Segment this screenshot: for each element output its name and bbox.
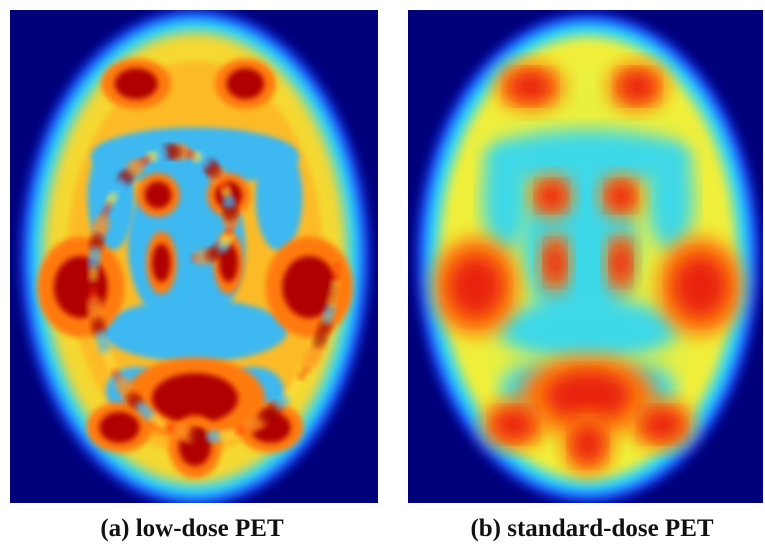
noise-speckle: [135, 401, 147, 413]
noise-speckle: [217, 430, 227, 440]
low-dose-image: [21, 10, 369, 506]
noise-speckle: [168, 145, 182, 159]
noise-speckle: [284, 389, 294, 399]
caption: (a) low-dose PET: [100, 515, 284, 542]
page: (a) low-dose PET (b) standard-dose PET (…: [0, 0, 765, 548]
low-uptake-region: [497, 298, 679, 360]
noise-speckle: [330, 280, 340, 290]
high-uptake-region: [572, 425, 604, 463]
high-uptake-region: [674, 256, 727, 317]
high-uptake-region: [612, 244, 630, 282]
noise-speckle: [225, 229, 233, 237]
noise-speckle: [188, 151, 196, 159]
high-uptake-region: [642, 409, 682, 439]
low-uptake-region: [482, 146, 528, 251]
noise-speckle: [301, 355, 317, 371]
noise-speckle: [312, 335, 326, 349]
low-uptake-region: [103, 299, 288, 362]
noise-speckle: [91, 316, 105, 330]
noise-speckle: [241, 418, 257, 434]
noise-speckle: [321, 312, 333, 324]
noise-speckle: [91, 233, 105, 247]
high-uptake-region: [619, 71, 656, 101]
noise-speckle: [171, 423, 187, 439]
high-uptake-region: [115, 68, 158, 99]
noise-speckle: [223, 208, 237, 222]
noise-speckle: [143, 156, 151, 164]
noise-speckle: [90, 246, 102, 258]
high-uptake-region: [449, 256, 502, 317]
noise-speckle: [104, 202, 112, 210]
noise-speckle: [87, 296, 103, 312]
caption: (b) standard-dose PET: [470, 515, 713, 542]
noise-speckle: [94, 214, 110, 230]
noise-speckle: [205, 430, 217, 442]
noise-speckle: [90, 286, 98, 294]
noise-speckle: [274, 398, 286, 410]
noise-speckle: [188, 428, 202, 442]
high-uptake-region: [608, 183, 634, 210]
standard-dose-image: [417, 14, 759, 502]
noise-speckle: [129, 159, 145, 175]
noise-speckle: [298, 372, 306, 380]
high-uptake-region: [227, 68, 265, 99]
noise-speckle: [111, 369, 119, 377]
high-uptake-region: [145, 182, 172, 209]
low-uptake-region: [255, 144, 302, 250]
noise-speckle: [207, 165, 221, 179]
noise-speckle: [235, 427, 243, 435]
noise-speckle: [115, 178, 127, 190]
high-uptake-region: [539, 183, 565, 210]
noise-speckle: [326, 297, 336, 307]
noise-speckle: [114, 375, 130, 391]
noise-speckle: [89, 266, 99, 276]
noise-speckle: [333, 263, 341, 271]
noise-speckle: [108, 192, 118, 202]
noise-speckle: [219, 238, 229, 248]
low-uptake-region: [647, 146, 693, 251]
noise-speckle: [95, 330, 107, 342]
noise-speckle: [102, 350, 112, 360]
high-uptake-region: [494, 409, 534, 439]
noise-speckle: [328, 288, 338, 298]
high-uptake-region: [509, 71, 551, 101]
noise-speckle: [258, 409, 272, 423]
high-uptake-region: [152, 243, 171, 282]
high-uptake-region: [99, 412, 139, 443]
noise-speckle: [332, 272, 340, 280]
noise-speckle: [149, 413, 159, 423]
noise-speckle: [223, 198, 235, 210]
noise-speckle: [220, 183, 228, 191]
figure: (a) low-dose PET (b) standard-dose PET: [0, 0, 765, 548]
noise-speckle: [205, 248, 219, 262]
high-uptake-region: [546, 244, 564, 282]
